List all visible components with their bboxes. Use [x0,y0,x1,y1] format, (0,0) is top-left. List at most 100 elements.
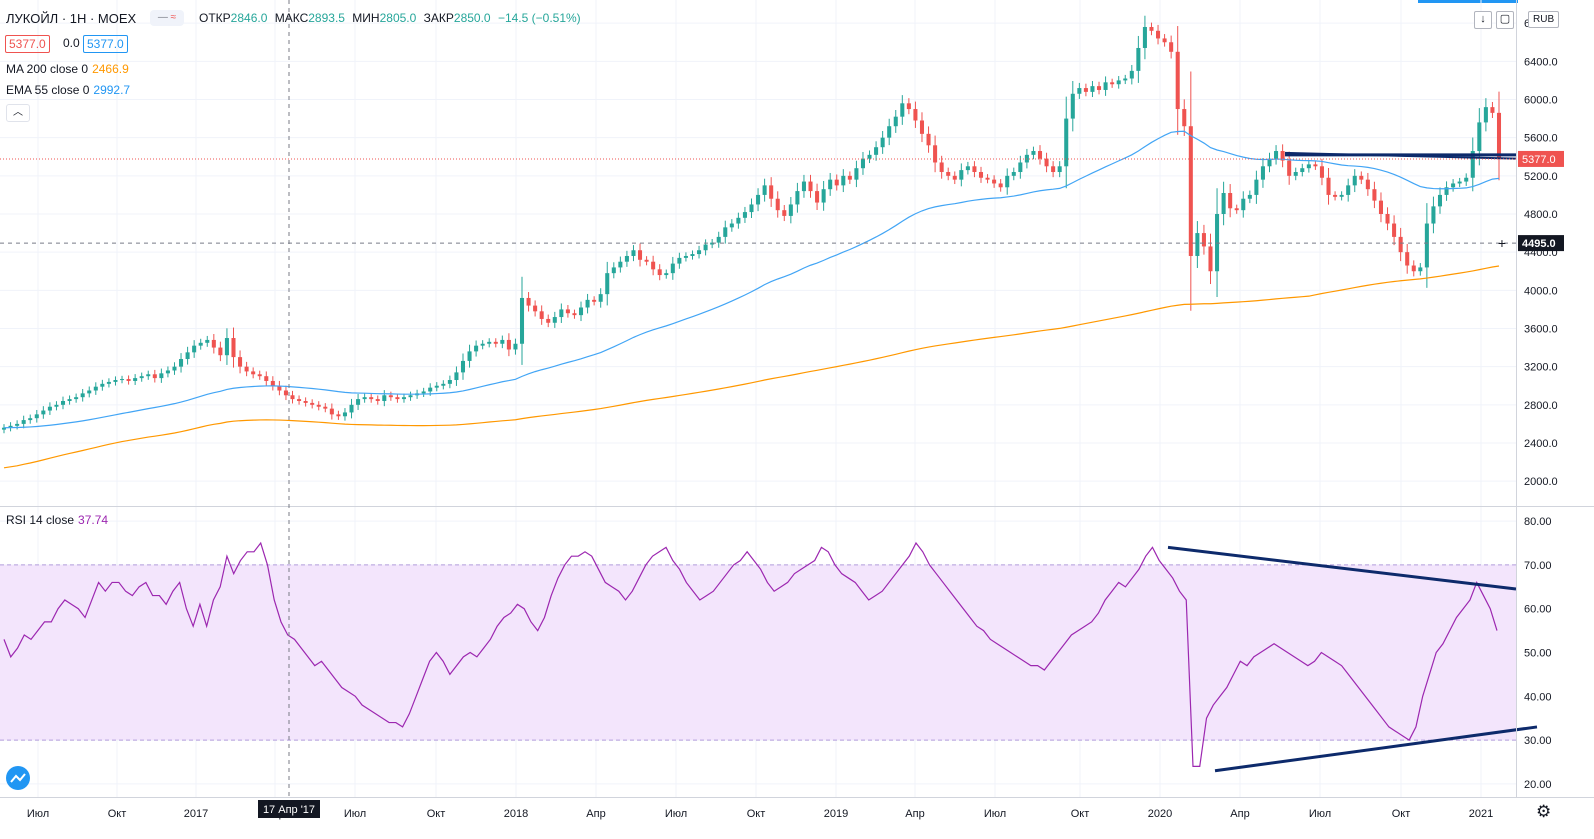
candle-body [1208,246,1213,272]
candle-body [428,387,433,392]
candle-body [900,103,905,117]
candle-body [834,179,839,186]
candle-body [329,408,334,415]
candle-body [1424,223,1429,268]
rsi-band [0,564,1516,741]
fullscreen-button[interactable]: ▢ [1496,11,1514,29]
rsi-legend[interactable]: RSI 14 close 37.74 [6,513,108,527]
candle-body [539,311,544,319]
candle-body [526,297,531,306]
crosshair-date-box [258,800,320,818]
candle-body [1398,236,1403,253]
candle-body [1392,223,1397,237]
ma-value: 2466.9 [92,62,129,76]
arrow-down-icon: ↓ [1480,13,1486,25]
low-label: МИН [352,11,380,25]
last-price-box [1518,150,1564,167]
candle-body [375,399,380,402]
trend-lines [1167,151,1538,773]
candle-body [552,317,557,323]
rsi-value: 37.74 [78,513,109,527]
candle-body [467,351,472,361]
chart-style-toggle[interactable]: — ≈ [150,10,184,26]
candle-body [120,379,125,381]
rsi-descending-trend-line [1167,545,1517,591]
candle-body [651,261,656,270]
crosshair: 17 Апр '17 4495.0 +5377.0 [0,0,1564,818]
candle-body [906,103,911,110]
candle-body [1319,166,1324,178]
candle-body [644,259,649,262]
time-tick-label: Окт [427,808,446,820]
candle-body [664,273,669,276]
candle-body [690,254,695,256]
candle-body [67,399,72,402]
ask-price[interactable]: 5377.0 [83,35,128,53]
candle-body [1077,88,1082,94]
time-tick-label: Июл [1309,808,1331,820]
price-tick-label: 5200.0 [1524,171,1558,183]
candle-body [631,250,636,256]
candle-body [401,397,407,400]
time-tick-label: Июл [344,808,366,820]
candle-body [277,385,282,391]
time-tick-label: 2017 [184,808,208,820]
candle-body [1228,193,1233,209]
candle-body [126,379,131,381]
candle-body [152,374,157,379]
crosshair-price-box [1518,235,1564,252]
candle-body [264,376,269,381]
ema-legend[interactable]: EMA 55 close 0 2992.7 [6,83,130,97]
candle-body [493,341,498,344]
candle-body [913,109,918,121]
rsi-tick-label: 80.00 [1524,516,1552,528]
candle-body [34,414,39,419]
candle-body [939,162,944,173]
candle-body [179,359,184,367]
rsi-label: RSI 14 close [6,513,75,527]
time-tick-label: 2021 [1469,808,1493,820]
candle-body [808,181,813,192]
candle-body [683,255,688,258]
gear-icon[interactable]: ⚙ [1536,802,1552,821]
candle-body [87,390,92,394]
candle-body [1096,86,1102,90]
candle-body [815,191,820,203]
ma-legend[interactable]: MA 200 close 0 2466.9 [6,62,129,76]
currency-badge[interactable]: RUB [1528,11,1560,28]
price-tick-label: 2400.0 [1524,438,1558,450]
candle-body [880,137,885,148]
price-tick-label: 3600.0 [1524,323,1558,335]
download-button[interactable]: ↓ [1474,11,1492,29]
candle-body [487,341,492,344]
candle-body [565,309,570,314]
candle-body [736,217,741,224]
candle-body [238,357,243,367]
bid-price[interactable]: 5377.0 [5,35,50,53]
candle-body [388,395,393,398]
tradingview-logo-icon[interactable] [6,766,30,790]
candle-body [821,189,826,203]
candle-body [1254,179,1259,195]
candle-body [1451,183,1456,188]
candle-body [93,386,98,391]
candle-body [1083,88,1088,92]
candle-body [1267,158,1272,167]
candle-body [985,177,990,180]
last-price-label: 5377.0 [1522,154,1556,166]
candle-body [729,223,734,228]
price-tick-label: 5600.0 [1524,133,1558,145]
candle-body [1293,172,1298,176]
collapse-legend-button[interactable]: ︿ [6,104,30,122]
candle-body [1037,151,1043,159]
candle-body [992,179,997,184]
candle-body [454,372,459,381]
candle-body [749,204,754,213]
candle-body [244,366,249,372]
candle-body [959,170,964,180]
candle-body [559,309,564,318]
candle-body [1116,80,1121,85]
candle-body [1437,194,1443,207]
candle-body [1405,252,1410,266]
